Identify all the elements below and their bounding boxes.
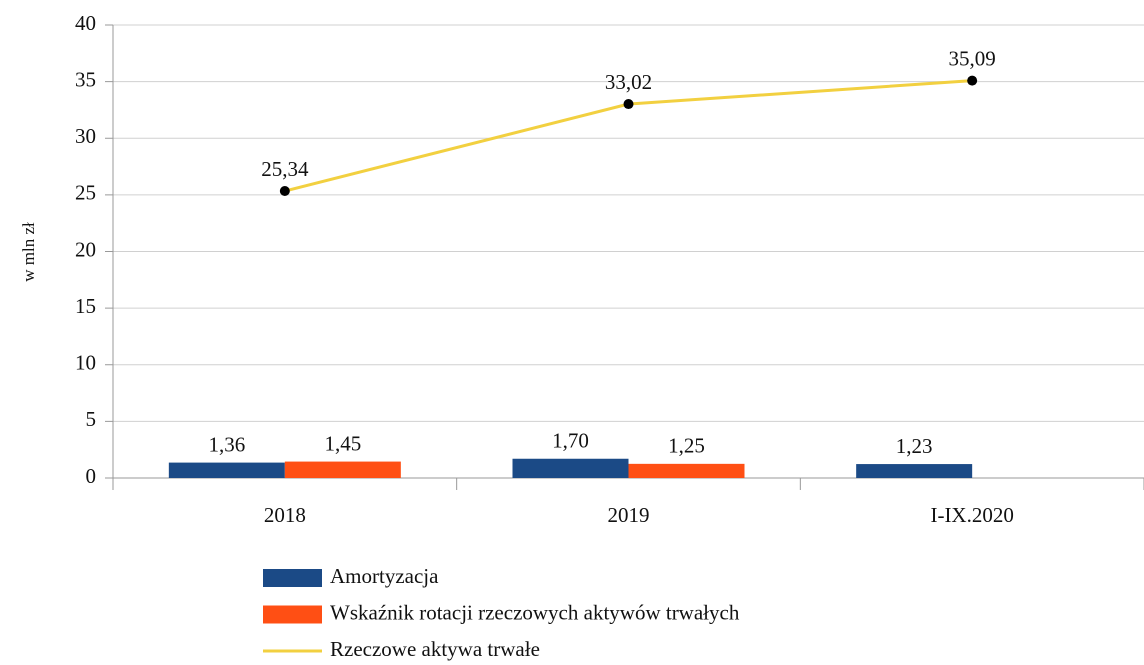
bar xyxy=(856,464,973,478)
y-tick-label: 25 xyxy=(75,181,96,205)
y-axis-label: w mln zł xyxy=(19,222,38,282)
data-label: 1,25 xyxy=(668,434,705,458)
data-label: 1,70 xyxy=(552,429,589,453)
data-label: 1,45 xyxy=(324,431,361,455)
bar xyxy=(512,458,629,478)
bar xyxy=(168,462,285,478)
data-label: 35,09 xyxy=(949,46,996,70)
y-tick-label: 30 xyxy=(75,124,96,148)
y-tick-label: 15 xyxy=(75,294,96,318)
y-tick-label: 0 xyxy=(86,464,97,488)
bar xyxy=(628,463,745,478)
line-point xyxy=(623,99,634,110)
y-tick-label: 40 xyxy=(75,11,96,35)
line-point xyxy=(967,75,978,86)
y-tick-label: 20 xyxy=(75,237,96,261)
legend-label: Rzeczowe aktywa trwałe xyxy=(330,637,540,661)
data-label: 1,23 xyxy=(896,434,933,458)
x-tick-label: I-IX.2020 xyxy=(930,503,1013,527)
legend-swatch xyxy=(263,569,322,587)
data-label: 1,36 xyxy=(208,432,245,456)
y-tick-label: 35 xyxy=(75,67,96,91)
y-tick-label: 5 xyxy=(86,407,97,431)
data-label: 25,34 xyxy=(261,157,309,181)
legend-swatch xyxy=(263,605,322,624)
legend-label: Wskaźnik rotacji rzeczowych aktywów trwa… xyxy=(330,600,740,624)
x-tick-label: 2018 xyxy=(264,503,306,527)
data-label: 33,02 xyxy=(605,70,652,94)
bar xyxy=(284,461,401,478)
x-tick-label: 2019 xyxy=(608,503,650,527)
line-point xyxy=(279,186,290,197)
legend-label: Amortyzacja xyxy=(330,564,439,588)
y-tick-label: 10 xyxy=(75,351,96,375)
